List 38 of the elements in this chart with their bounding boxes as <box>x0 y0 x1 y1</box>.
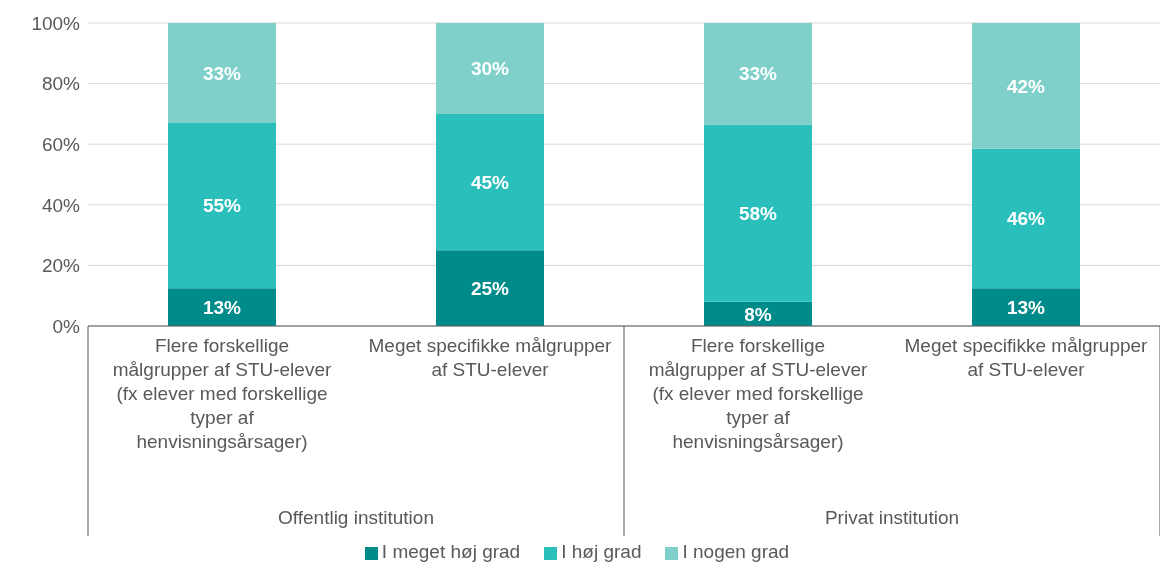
x-tick-label: Flere forskellige målgrupper af STU-elever (fx elever med forskellige typer af henvisningsårsager) <box>112 335 332 452</box>
y-tick-label: 80% <box>41 73 81 95</box>
bar <box>704 124 812 302</box>
data-label: 33% <box>738 63 778 85</box>
data-label: 13% <box>1006 296 1046 318</box>
bar <box>168 122 276 289</box>
bar <box>436 23 544 114</box>
legend-label: I høj grad <box>561 541 642 562</box>
data-label: 33% <box>202 62 242 84</box>
legend-label: I nogen grad <box>682 541 790 562</box>
data-label: 42% <box>1006 75 1046 97</box>
data-label: 25% <box>470 277 510 299</box>
text: Offentlig institution <box>278 507 434 528</box>
y-tick-label: 60% <box>41 133 81 155</box>
bar <box>436 113 544 251</box>
bar <box>704 23 812 125</box>
x-tick-label: Meget specifikke målgrupper af STU-elever <box>368 335 613 380</box>
y-tick-label: 20% <box>41 255 81 277</box>
bar <box>972 288 1080 326</box>
data-label: 55% <box>202 195 242 217</box>
bar <box>168 23 276 123</box>
data-label: 45% <box>470 171 510 193</box>
y-tick-label: 40% <box>41 194 81 216</box>
bar <box>972 148 1080 289</box>
x-tick-label: Meget specifikke målgrupper af STU-elever <box>904 335 1149 380</box>
y-tick-label: 100% <box>31 12 81 34</box>
x-tick-label: Flere forskellige målgrupper af STU-elever (fx elever med forskellige typer af henvisningsårsager) <box>648 335 868 452</box>
bar <box>972 23 1080 149</box>
bar <box>168 288 276 326</box>
data-label: 46% <box>1006 208 1046 230</box>
text: Privat institution <box>824 507 960 528</box>
data-label: 8% <box>744 303 772 325</box>
bar <box>436 250 544 326</box>
data-label: 58% <box>738 202 778 224</box>
data-label: 13% <box>202 296 242 318</box>
legend-label: I meget høj grad <box>381 541 521 562</box>
data-label: 30% <box>470 58 510 80</box>
y-tick-label: 0% <box>52 315 81 337</box>
